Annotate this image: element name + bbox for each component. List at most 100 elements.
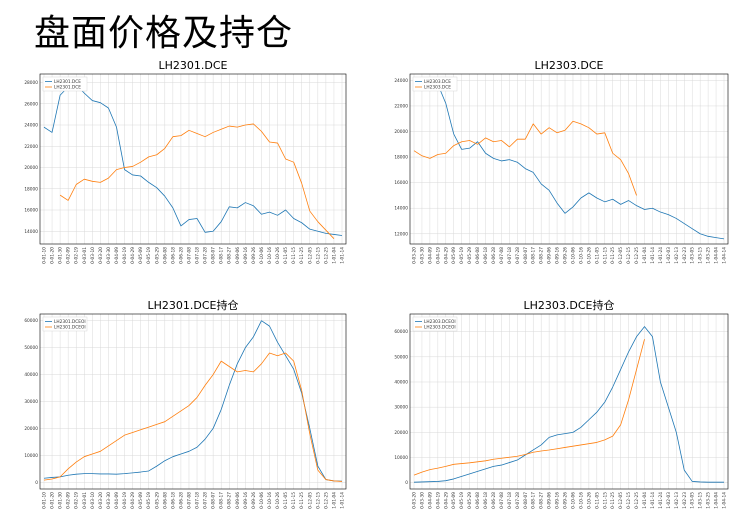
x-tick-label: 1-02-03 — [666, 492, 672, 509]
x-tick-label: 1-01-04 — [642, 492, 648, 509]
x-tick-label: 1-03-25 — [706, 492, 712, 509]
x-tick-label: 0-05-09 — [451, 492, 457, 509]
x-tick-label: 0-03-20 — [98, 492, 104, 509]
gridlines — [40, 314, 346, 489]
x-tick-label: 1-04-04 — [714, 492, 720, 509]
x-tick-label: 0-06-08 — [475, 247, 481, 264]
x-tick-label: 0-01-30 — [58, 247, 64, 264]
x-tick-label: 0-01-10 — [42, 492, 48, 509]
x-tick-label: 0-04-29 — [130, 247, 136, 264]
series-line-1 — [413, 326, 724, 483]
legend-box — [42, 76, 88, 92]
x-tick-label: 1-03-05 — [690, 247, 696, 264]
legend-label: LH2301.DCE — [54, 79, 81, 85]
x-tick-label: 1-04-14 — [722, 492, 728, 509]
x-tick-label: 1-02-23 — [682, 247, 688, 264]
x-tick-label: 0-12-25 — [634, 492, 640, 509]
x-tick-label: 0-11-05 — [283, 247, 289, 264]
chart-lh2301-open-interest: LH2301.DCE持仓 0 10000 20000 30000 40000 50000 60… — [18, 298, 352, 523]
y-tick-label: 10000 — [24, 453, 38, 459]
x-tick-label: 0-06-18 — [483, 247, 489, 264]
x-tick-label: 0-09-16 — [555, 247, 561, 264]
x-tick-label: 0-03-01 — [82, 492, 88, 509]
x-tick-label: 0-04-19 — [122, 247, 128, 264]
series-line-2 — [59, 123, 335, 239]
x-tick-label: 0-08-17 — [219, 247, 225, 264]
x-tick-label: 0-10-26 — [275, 492, 281, 509]
x-tick-label: 0-11-05 — [283, 492, 289, 509]
x-tick-label: 0-05-19 — [459, 247, 465, 264]
x-tick-label: 0-07-18 — [195, 247, 201, 264]
x-tick-label: 0-07-28 — [203, 492, 209, 509]
y-tick-label: 40000 — [24, 372, 38, 378]
x-tick-label: 0-10-06 — [259, 247, 265, 264]
series-line-2 — [43, 352, 343, 482]
y-tick-label: 10000 — [394, 455, 408, 461]
x-tick-label: 0-08-07 — [211, 247, 217, 264]
x-tick-label: 0-08-17 — [531, 492, 537, 509]
x-tick-label: 0-11-25 — [610, 492, 616, 509]
x-tick-label: 0-06-08 — [162, 492, 168, 509]
x-tick-label: 0-07-18 — [507, 492, 513, 509]
x-tick-label: 0-08-27 — [227, 247, 233, 264]
series-line-1 — [43, 320, 343, 482]
x-tick-label: 0-07-08 — [186, 492, 192, 509]
y-tick-label: 14000 — [394, 206, 408, 212]
x-tick-label: 0-10-16 — [267, 492, 273, 509]
x-tick-label: 0-11-05 — [594, 247, 600, 264]
x-tick-label: 0-05-29 — [467, 247, 473, 264]
chart-svg: LH2303.DCE持仓 0 10000 20000 30000 40000 50000 60… — [394, 298, 729, 509]
x-tick-label: 0-04-09 — [114, 247, 120, 264]
chart-title: LH2301.DCE持仓 — [148, 298, 239, 312]
series-line-1 — [43, 84, 343, 236]
x-tick-label: 0-05-09 — [138, 247, 144, 264]
x-tick-label: 0-12-05 — [307, 492, 313, 509]
y-tick-label: 24000 — [394, 78, 408, 84]
plot-frame — [39, 73, 347, 245]
x-tick-label: 0-10-06 — [570, 492, 576, 509]
y-tick-label: 22000 — [394, 103, 408, 109]
x-tick-label: 0-05-09 — [138, 492, 144, 509]
x-tick-label: 0-05-19 — [146, 492, 152, 509]
x-tick-label: 1-02-03 — [666, 247, 672, 264]
x-tick-label: 0-04-19 — [122, 492, 128, 509]
y-tick-label: 30000 — [394, 405, 408, 411]
x-tick-label: 0-09-16 — [243, 247, 249, 264]
x-tick-label: 0-04-29 — [443, 492, 449, 509]
x-tick-label: 1-03-15 — [698, 492, 704, 509]
x-tick-label: 0-12-15 — [315, 492, 321, 509]
x-tick-label: 0-05-09 — [451, 247, 457, 264]
y-tick-label: 20000 — [394, 129, 408, 135]
x-tick-label: 1-04-14 — [722, 247, 728, 264]
x-tick-label: 0-06-28 — [491, 492, 497, 509]
x-tick-label: 0-03-20 — [98, 247, 104, 264]
x-tick-label: 0-02-09 — [66, 492, 72, 509]
legend-box — [42, 316, 88, 332]
x-tick-label: 0-03-30 — [419, 492, 425, 509]
x-tick-label: 0-10-26 — [586, 247, 592, 264]
x-tick-label: 0-11-25 — [299, 492, 305, 509]
x-tick-label: 0-02-19 — [74, 492, 80, 509]
chart-svg: LH2303.DCE 12000 14000 16000 18000 20000 22000… — [394, 59, 729, 264]
x-tick-label: 1-02-23 — [682, 492, 688, 509]
chart-lh2303-open-interest: LH2303.DCE持仓 0 10000 20000 30000 40000 50000 60… — [388, 298, 734, 523]
gridlines — [410, 314, 728, 489]
legend-label: LH2303.DCEOI — [424, 319, 456, 325]
y-tick-label: 20000 — [24, 165, 38, 171]
x-tick-label: 0-12-05 — [618, 492, 624, 509]
x-tick-label: 0-08-27 — [227, 492, 233, 509]
x-tick-label: 0-10-16 — [578, 492, 584, 509]
x-tick-label: 0-01-20 — [50, 247, 56, 264]
y-tick-label: 14000 — [24, 229, 38, 235]
x-tick-label: 0-08-27 — [539, 492, 545, 509]
legend-label: LH2301.DCEOI — [54, 319, 86, 325]
plot-frame — [409, 73, 729, 245]
x-tick-label: 1-03-05 — [690, 492, 696, 509]
x-tick-label: 0-04-19 — [435, 247, 441, 264]
x-tick-label: 0-01-20 — [50, 492, 56, 509]
legend-label: LH2303.DCE — [424, 79, 451, 85]
x-tick-label: 0-08-07 — [211, 492, 217, 509]
y-tick-label: 26000 — [24, 101, 38, 107]
x-tick-label: 0-09-06 — [547, 247, 553, 264]
